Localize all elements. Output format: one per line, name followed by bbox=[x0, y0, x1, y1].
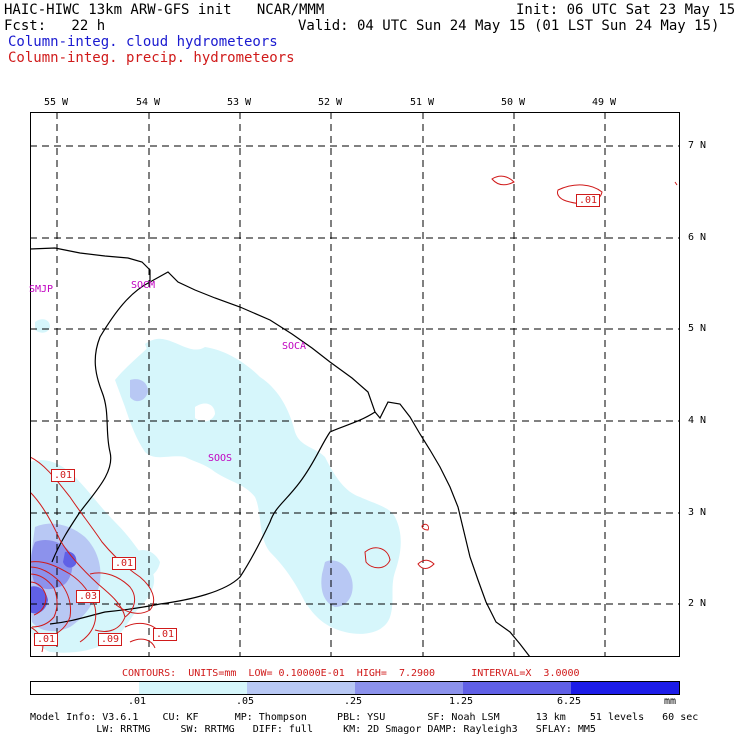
colorbar-label: 1.25 bbox=[449, 696, 474, 707]
lon-label: 53 W bbox=[227, 97, 252, 108]
contour-line bbox=[491, 175, 515, 186]
init-time: Init: 06 UTC Sat 23 May 15 bbox=[516, 2, 736, 18]
valid-time: Valid: 04 UTC Sun 24 May 15 (01 LST Sun … bbox=[298, 18, 720, 34]
lon-label: 54 W bbox=[136, 97, 161, 108]
colorbar-segment bbox=[247, 682, 355, 694]
precip-contours bbox=[30, 175, 678, 653]
border bbox=[51, 281, 151, 563]
lon-label: 52 W bbox=[318, 97, 343, 108]
lat-label: 5 N bbox=[688, 323, 707, 334]
coastlines-borders bbox=[30, 247, 531, 657]
colorbar-segment bbox=[139, 682, 247, 694]
plot-title: HAIC-HIWC 13km ARW-GFS init NCAR/MMM bbox=[4, 2, 325, 18]
contour-line bbox=[364, 547, 391, 569]
lat-label: 2 N bbox=[688, 598, 707, 609]
shade-region bbox=[131, 550, 160, 578]
forecast-hour: Fcst: 22 h bbox=[4, 18, 106, 34]
colorbar bbox=[30, 681, 680, 695]
lat-label: 4 N bbox=[688, 415, 707, 426]
lon-label: 49 W bbox=[592, 97, 617, 108]
contour-info: CONTOURS: UNITS=mm LOW= 0.10000E-01 HIGH… bbox=[122, 668, 580, 679]
contour-line bbox=[30, 491, 126, 632]
cloud-field-label: Column-integ. cloud hydrometeors bbox=[8, 34, 278, 50]
contour-label: .03 bbox=[76, 590, 101, 603]
colorbar-unit: mm bbox=[664, 696, 677, 707]
station-label: SOCM bbox=[131, 280, 156, 291]
contour-line bbox=[674, 181, 678, 186]
colorbar-segment bbox=[463, 682, 571, 694]
shade-region bbox=[35, 319, 50, 333]
map-panel bbox=[30, 112, 680, 657]
contour-label: .01 bbox=[34, 633, 59, 646]
shade-region bbox=[145, 338, 170, 353]
contour-line bbox=[30, 561, 97, 643]
contour-line bbox=[129, 638, 156, 649]
map-frame bbox=[30, 112, 680, 657]
colorbar-label: .25 bbox=[344, 696, 363, 707]
contour-line bbox=[89, 572, 136, 618]
shade-region bbox=[130, 379, 148, 402]
contour-label: .01 bbox=[576, 194, 601, 207]
contour-line bbox=[421, 523, 429, 531]
contour-label: .01 bbox=[51, 469, 76, 482]
colorbar-segment bbox=[31, 682, 139, 694]
contour-line bbox=[417, 559, 435, 569]
contour-label: .01 bbox=[153, 628, 178, 641]
model-info-line2: LW: RRTMG SW: RRTMG DIFF: full KM: 2D Sm… bbox=[30, 724, 596, 735]
shade-region bbox=[195, 403, 215, 422]
station-label: SOCA bbox=[282, 341, 307, 352]
station-label: SMJP bbox=[29, 284, 54, 295]
contour-line bbox=[30, 581, 47, 616]
model-info-line1: Model Info: V3.6.1 CU: KF MP: Thompson P… bbox=[30, 712, 699, 723]
contour-line bbox=[30, 566, 71, 638]
colorbar-label: .01 bbox=[128, 696, 147, 707]
contour-label: .01 bbox=[112, 557, 137, 570]
contour-line bbox=[30, 573, 58, 628]
border bbox=[49, 411, 376, 625]
coastline bbox=[30, 247, 151, 282]
shade-region bbox=[321, 560, 353, 607]
lon-label: 55 W bbox=[44, 97, 69, 108]
station-label: SOOS bbox=[208, 453, 233, 464]
lat-label: 3 N bbox=[688, 507, 707, 518]
shade-region bbox=[63, 551, 77, 568]
colorbar-segment bbox=[355, 682, 463, 694]
shade-region bbox=[115, 338, 401, 634]
lat-lon-grid bbox=[30, 112, 680, 657]
precip-field-label: Column-integ. precip. hydrometeors bbox=[8, 50, 295, 66]
coastline bbox=[149, 271, 531, 657]
colorbar-label: 6.25 bbox=[557, 696, 582, 707]
contour-label: .09 bbox=[98, 633, 123, 646]
lon-label: 51 W bbox=[410, 97, 435, 108]
lon-label: 50 W bbox=[501, 97, 526, 108]
lat-label: 6 N bbox=[688, 232, 707, 243]
colorbar-segment bbox=[571, 682, 679, 694]
lat-label: 7 N bbox=[688, 140, 707, 151]
colorbar-label: .05 bbox=[236, 696, 255, 707]
